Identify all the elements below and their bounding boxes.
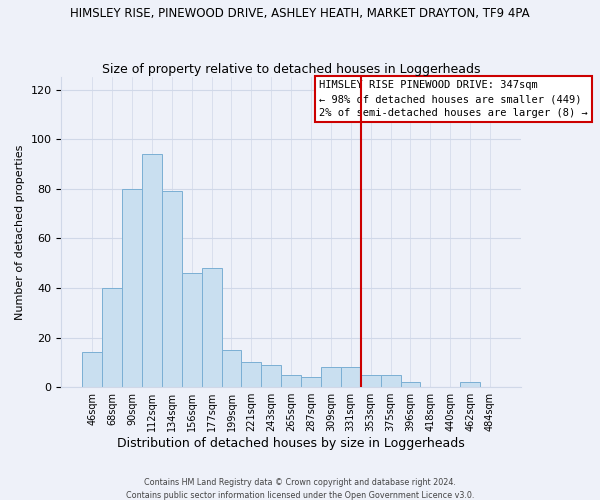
- Bar: [401, 382, 421, 387]
- Bar: [102, 288, 122, 387]
- Bar: [241, 362, 261, 387]
- Bar: [380, 375, 401, 387]
- Text: Contains HM Land Registry data © Crown copyright and database right 2024.
Contai: Contains HM Land Registry data © Crown c…: [126, 478, 474, 500]
- Y-axis label: Number of detached properties: Number of detached properties: [15, 144, 25, 320]
- Bar: [221, 350, 241, 387]
- Text: HIMSLEY RISE PINEWOOD DRIVE: 347sqm
← 98% of detached houses are smaller (449)
2: HIMSLEY RISE PINEWOOD DRIVE: 347sqm ← 98…: [319, 80, 587, 118]
- Bar: [321, 368, 341, 387]
- Bar: [82, 352, 102, 387]
- Bar: [162, 192, 182, 387]
- Title: Size of property relative to detached houses in Loggerheads: Size of property relative to detached ho…: [102, 63, 481, 76]
- Bar: [281, 375, 301, 387]
- Bar: [361, 375, 380, 387]
- Bar: [460, 382, 480, 387]
- Bar: [202, 268, 221, 387]
- Bar: [122, 189, 142, 387]
- Bar: [142, 154, 162, 387]
- Bar: [341, 368, 361, 387]
- Bar: [261, 365, 281, 387]
- Text: HIMSLEY RISE, PINEWOOD DRIVE, ASHLEY HEATH, MARKET DRAYTON, TF9 4PA: HIMSLEY RISE, PINEWOOD DRIVE, ASHLEY HEA…: [70, 8, 530, 20]
- Bar: [301, 378, 321, 387]
- Bar: [182, 273, 202, 387]
- X-axis label: Distribution of detached houses by size in Loggerheads: Distribution of detached houses by size …: [117, 437, 465, 450]
